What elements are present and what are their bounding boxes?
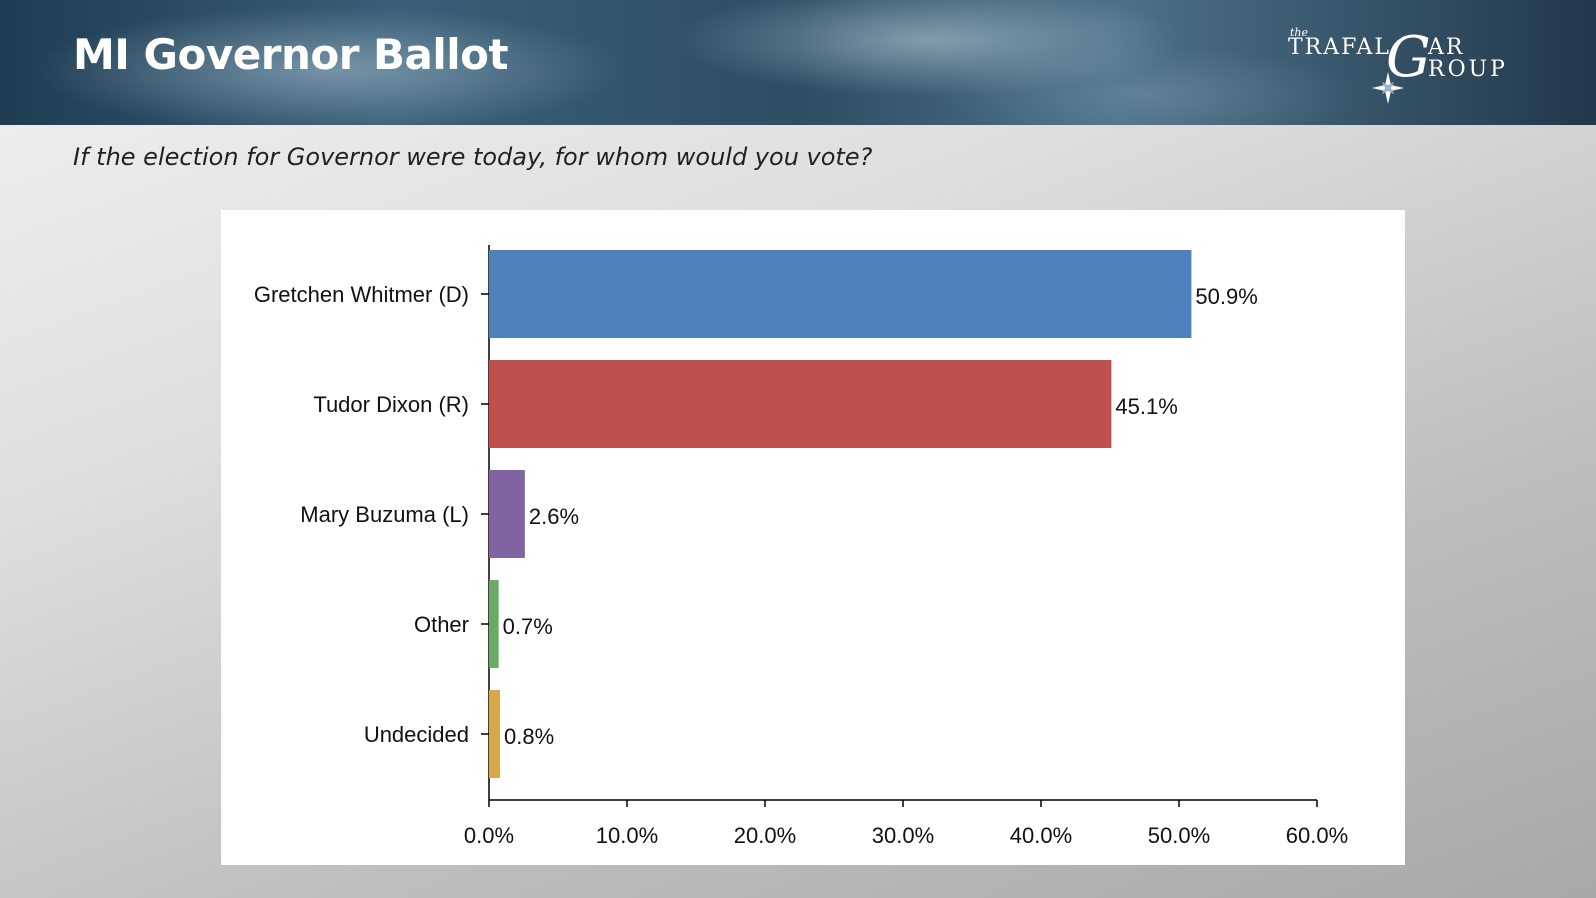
category-label: Gretchen Whitmer (D) bbox=[254, 282, 469, 307]
bar bbox=[489, 690, 501, 778]
page-title: MI Governor Ballot bbox=[73, 30, 509, 79]
category-label: Undecided bbox=[364, 722, 469, 747]
svg-text:the: the bbox=[1290, 26, 1309, 39]
bar bbox=[489, 580, 499, 668]
x-tick-label: 0.0% bbox=[464, 823, 514, 848]
bar-chart: Gretchen Whitmer (D) 50.9% Tudor Dixon (R)… bbox=[254, 245, 1348, 848]
bar bbox=[489, 250, 1192, 338]
chart-panel: Gretchen Whitmer (D) 50.9% Tudor Dixon (R)… bbox=[221, 210, 1405, 865]
svg-text:TRAFAL: TRAFAL bbox=[1288, 35, 1391, 60]
data-label: 2.6% bbox=[529, 504, 579, 529]
bar bbox=[489, 360, 1112, 448]
category-label: Mary Buzuma (L) bbox=[300, 502, 469, 527]
x-tick-label: 60.0% bbox=[1286, 823, 1348, 848]
data-label: 0.8% bbox=[504, 724, 554, 749]
compass-star-icon bbox=[1372, 72, 1404, 104]
header-banner: MI Governor Ballot the TRAFAL G AR ROUP bbox=[0, 0, 1596, 125]
data-label: 0.7% bbox=[503, 614, 553, 639]
x-tick-label: 30.0% bbox=[872, 823, 934, 848]
question-subtitle: If the election for Governor were today,… bbox=[73, 143, 873, 171]
category-label: Other bbox=[414, 612, 469, 637]
data-label: 45.1% bbox=[1115, 394, 1177, 419]
category-label: Tudor Dixon (R) bbox=[313, 392, 469, 417]
x-tick-label: 40.0% bbox=[1010, 823, 1072, 848]
trafalgar-group-logo: the TRAFAL G AR ROUP bbox=[1288, 25, 1508, 104]
svg-text:AR: AR bbox=[1427, 35, 1464, 60]
x-tick-label: 20.0% bbox=[734, 823, 796, 848]
data-label: 50.9% bbox=[1195, 284, 1257, 309]
svg-text:G: G bbox=[1386, 25, 1431, 90]
x-tick-label: 50.0% bbox=[1148, 823, 1210, 848]
x-tick-label: 10.0% bbox=[596, 823, 658, 848]
svg-text:ROUP: ROUP bbox=[1428, 57, 1508, 82]
bar bbox=[489, 470, 525, 558]
